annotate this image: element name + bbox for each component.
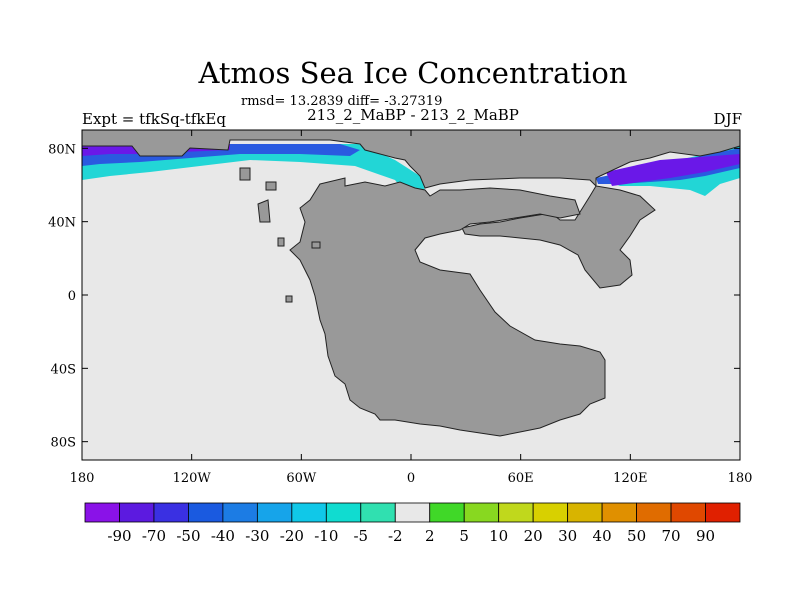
case-label: 213_2_MaBP - 213_2_MaBP <box>307 106 519 124</box>
colorbar-swatch <box>636 502 672 523</box>
colorbar-swatch <box>601 502 637 523</box>
colorbar-label: 50 <box>627 527 646 545</box>
colorbar-label: 90 <box>696 527 715 545</box>
island-4 <box>277 237 285 247</box>
colorbar-label: -2 <box>388 527 403 545</box>
colorbar-label: -5 <box>353 527 368 545</box>
season-label: DJF <box>713 110 742 128</box>
colorbar-label: 5 <box>459 527 469 545</box>
colorbar-label: -30 <box>245 527 269 545</box>
y-tick-label: 0 <box>68 289 76 304</box>
colorbar-label: 10 <box>489 527 508 545</box>
colorbar-swatch <box>567 502 603 523</box>
colorbar-swatch <box>291 502 327 523</box>
colorbar-swatch <box>325 502 362 523</box>
colorbar-swatch <box>84 502 120 523</box>
island-1 <box>239 167 251 181</box>
colorbar-label: -20 <box>280 527 304 545</box>
colorbar-label: 30 <box>558 527 577 545</box>
x-tick-label: 60W <box>286 471 317 486</box>
stats-label: rmsd= 13.2839 diff= -3.27319 <box>241 94 443 109</box>
colorbar: -90 -70 -50 -40 -30 -20 -10 -5 -2 2 5 10 20 30 40 50 70 9… <box>84 502 741 545</box>
island-6 <box>311 241 321 249</box>
island-2 <box>265 181 277 191</box>
colorbar-label: -70 <box>142 527 166 545</box>
island-5 <box>285 295 293 303</box>
colorbar-label: 40 <box>593 527 612 545</box>
colorbar-swatch <box>256 502 293 523</box>
ice-band-strong-east <box>606 154 740 186</box>
island-3 <box>257 199 271 223</box>
experiment-label: Expt = tfkSq-tfkEq <box>82 110 226 128</box>
colorbar-swatch <box>463 502 500 523</box>
colorbar-swatch <box>532 502 569 523</box>
chart-title: Atmos Sea Ice Concentration <box>198 56 628 90</box>
colorbar-label: 20 <box>524 527 543 545</box>
y-tick-label: 80N <box>48 142 76 157</box>
x-tick-label: 120E <box>613 471 647 486</box>
land-central-continent <box>289 177 606 437</box>
colorbar-label: -40 <box>211 527 235 545</box>
colorbar-swatch <box>153 502 189 523</box>
land-north-strip-west <box>81 129 741 289</box>
colorbar-label: 2 <box>425 527 435 545</box>
x-tick-label: 0 <box>407 471 415 486</box>
colorbar-swatch <box>119 502 155 523</box>
colorbar-label: -50 <box>176 527 200 545</box>
x-tick-label: 180 <box>728 471 753 486</box>
y-axis: 80N 40N 0 40S 80S <box>48 142 740 451</box>
colorbar-swatch <box>394 502 431 523</box>
x-axis: 180 120W 60W 0 60E 120E 180 <box>70 130 753 486</box>
x-tick-label: 180 <box>70 471 95 486</box>
colorbar-swatch <box>360 502 396 523</box>
land-group <box>81 129 741 437</box>
y-tick-label: 40S <box>51 362 76 377</box>
y-tick-label: 80S <box>51 436 76 451</box>
colorbar-label: -10 <box>314 527 338 545</box>
colorbar-label: -90 <box>107 527 131 545</box>
colorbar-swatch <box>188 502 224 523</box>
y-tick-label: 40N <box>48 216 76 231</box>
colorbar-swatch <box>498 502 534 523</box>
colorbar-swatch <box>222 502 258 523</box>
x-tick-label: 120W <box>173 471 212 486</box>
colorbar-swatch <box>705 502 741 523</box>
colorbar-swatch <box>670 502 706 523</box>
x-tick-label: 60E <box>508 471 534 486</box>
colorbar-label: 70 <box>662 527 681 545</box>
colorbar-swatch <box>429 502 465 523</box>
